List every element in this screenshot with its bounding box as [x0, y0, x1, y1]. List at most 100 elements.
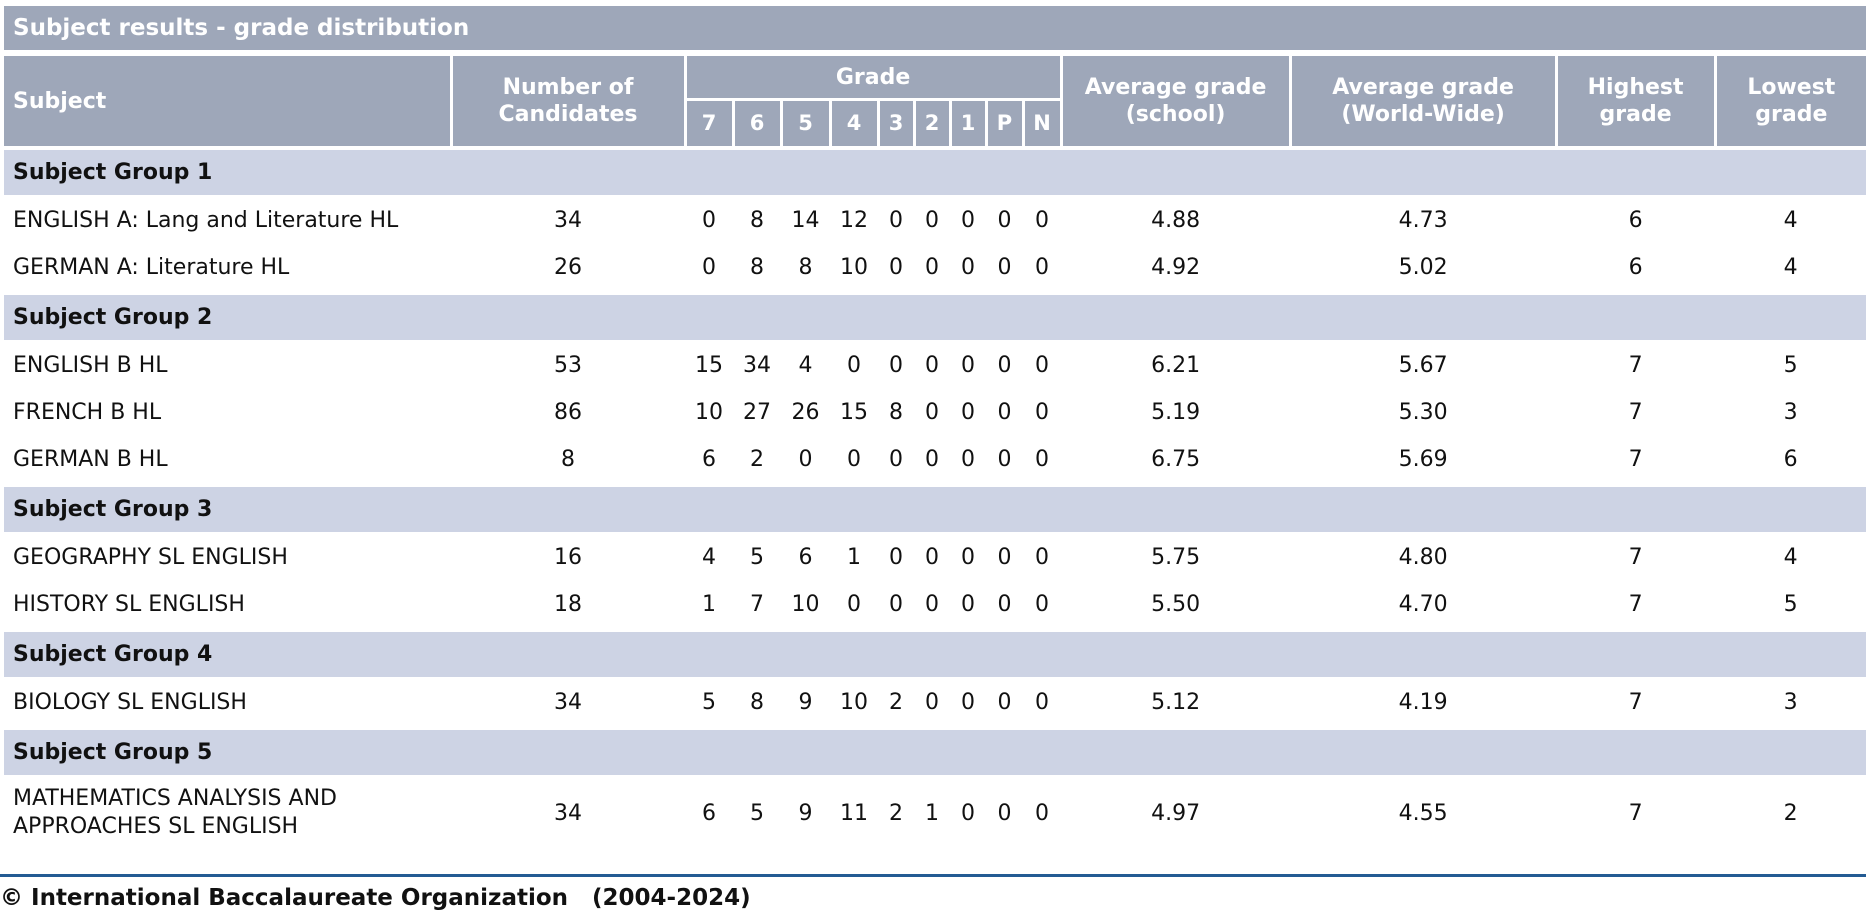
grade-count-cell: 9	[798, 690, 813, 715]
grade-count-cell: 0	[961, 800, 975, 826]
grade-count-cell: 11	[840, 800, 868, 826]
avg-world-cell: 5.02	[1398, 255, 1448, 280]
grade-count-cell: 0	[925, 545, 939, 570]
grade-count-cell: 0	[1035, 400, 1050, 425]
candidates-column-header: Number of Candidates	[449, 53, 687, 150]
grade-count-cell: 0	[961, 592, 975, 617]
subject-column-header: Subject	[4, 53, 453, 150]
grade-count-cell: 0	[889, 353, 903, 378]
subject-group-row: Subject Group 2	[4, 291, 1867, 342]
avg-school-cell: 4.92	[1151, 255, 1201, 280]
grade-count-cell: 10	[791, 592, 820, 617]
avg-school-cell: 4.97	[1151, 800, 1201, 826]
highest-grade-cell: 6	[1628, 255, 1643, 280]
grade-count-cell: 4	[798, 353, 813, 378]
grade-count-cell: 0	[1035, 592, 1050, 617]
results-table: Subject Number of Candidates Grade Avera…	[4, 53, 1867, 849]
grade-count-cell: 0	[961, 353, 975, 378]
subject-group-label: Subject Group 5	[4, 726, 1867, 777]
grade-4-header: 4	[828, 98, 880, 150]
grade-count-cell: 9	[798, 800, 813, 826]
grade-count-cell: 6	[702, 800, 716, 826]
grade-count-cell: 15	[840, 400, 868, 425]
grade-count-cell: 0	[1035, 255, 1050, 280]
candidates-cell: 34	[554, 690, 582, 715]
grade-count-cell: 0	[961, 208, 975, 233]
candidates-cell: 18	[554, 592, 582, 617]
avg-world-cell: 5.67	[1398, 353, 1448, 378]
grade-count-cell: 15	[695, 353, 723, 378]
subject-cell: ENGLISH B HL	[13, 352, 168, 378]
subject-group-row: Subject Group 5	[4, 726, 1867, 777]
grade-count-cell: 12	[840, 208, 868, 233]
subject-cell: FRENCH B HL	[13, 399, 162, 425]
subject-cell: GEOGRAPHY SL ENGLISH	[13, 544, 288, 570]
header-row: Subject Number of Candidates Grade Avera…	[4, 53, 1867, 150]
grade-count-cell: 0	[1035, 353, 1050, 378]
lowest-grade-cell: 4	[1783, 255, 1798, 280]
table-row: ENGLISH A: Lang and Literature HL 34 0 8 14 1…	[4, 196, 1866, 244]
lowest-grade-cell: 5	[1783, 353, 1798, 378]
avg-world-cell: 4.70	[1398, 592, 1448, 617]
grade-count-cell: 0	[702, 255, 716, 280]
grade-count-cell: 0	[1035, 545, 1050, 570]
grade-count-cell: 0	[1035, 690, 1050, 715]
grade-count-cell: 0	[889, 545, 903, 570]
avg-world-cell: 5.30	[1398, 400, 1448, 425]
table-row: HISTORY SL ENGLISH 18 1 7 10 0 0 0 0 0 0 5.50 4.70 7 5	[4, 581, 1866, 630]
grade-count-cell: 0	[798, 447, 813, 472]
grade-count-cell: 0	[925, 592, 939, 617]
candidates-cell: 34	[554, 800, 582, 826]
avg-world-header-label: Average grade (World-Wide)	[1332, 75, 1514, 127]
subject-group-label: Subject Group 2	[4, 291, 1867, 342]
subject-cell: MATHEMATICS ANALYSIS AND APPROACHES SL E…	[13, 786, 337, 839]
subject-cell: HISTORY SL ENGLISH	[13, 591, 245, 617]
grade-count-cell: 0	[997, 208, 1012, 233]
grade-3-header: 3	[876, 98, 916, 150]
grade-count-cell: 10	[840, 690, 868, 715]
grade-count-cell: 0	[889, 255, 903, 280]
lowest-grade-cell: 2	[1783, 800, 1798, 826]
highest-grade-cell: 7	[1628, 400, 1643, 425]
grade-count-cell: 4	[702, 545, 716, 570]
grade-count-cell: 0	[925, 255, 939, 280]
grade-count-cell: 0	[997, 800, 1012, 826]
grade-count-cell: 8	[798, 255, 813, 280]
lowest-grade-cell: 6	[1783, 447, 1798, 472]
highest-grade-cell: 7	[1628, 690, 1643, 715]
grade-count-cell: 0	[889, 208, 903, 233]
grade-count-cell: 0	[997, 592, 1012, 617]
avg-school-cell: 5.12	[1151, 690, 1201, 715]
grade-count-cell: 0	[1035, 447, 1050, 472]
grade-count-cell: 0	[847, 447, 861, 472]
grade-2-header: 2	[912, 98, 952, 150]
avg-school-column-header: Average grade (school)	[1059, 53, 1292, 150]
grade-count-cell: 27	[743, 400, 771, 425]
report-title: Subject results - grade distribution	[4, 6, 1866, 50]
grade-count-cell: 0	[702, 208, 716, 233]
highest-header-label: Highest grade	[1587, 75, 1684, 127]
grade-n-header: N	[1021, 98, 1063, 150]
avg-school-header-label: Average grade (school)	[1084, 75, 1267, 127]
grade-count-cell: 8	[889, 400, 903, 425]
lowest-grade-cell: 5	[1783, 592, 1798, 617]
subject-group-label: Subject Group 3	[4, 483, 1867, 534]
footer-divider	[0, 874, 1866, 877]
lowest-grade-cell: 3	[1783, 400, 1798, 425]
grade-subheader-row: 7 6 5 4 3 2 1 P N	[4, 98, 1866, 150]
subject-group-row: Subject Group 1	[4, 146, 1867, 197]
subject-cell: ENGLISH A: Lang and Literature HL	[13, 207, 399, 233]
grade-count-cell: 7	[750, 592, 764, 617]
grade-count-cell: 0	[925, 690, 939, 715]
table-row: ENGLISH B HL 53 15 34 4 0 0 0 0 0 0 6.21 5.67 7 5	[4, 341, 1866, 389]
avg-school-cell: 6.75	[1151, 447, 1201, 472]
highest-grade-cell: 7	[1628, 592, 1643, 617]
avg-school-cell: 5.50	[1151, 592, 1201, 617]
grade-count-cell: 0	[925, 400, 939, 425]
candidates-header-label: Number of Candidates	[498, 75, 638, 127]
grade-group-header: Grade	[683, 53, 1063, 101]
grade-count-cell: 0	[847, 353, 861, 378]
grade-count-cell: 0	[961, 690, 975, 715]
grade-count-cell: 6	[702, 447, 716, 472]
avg-world-cell: 5.69	[1398, 447, 1448, 472]
